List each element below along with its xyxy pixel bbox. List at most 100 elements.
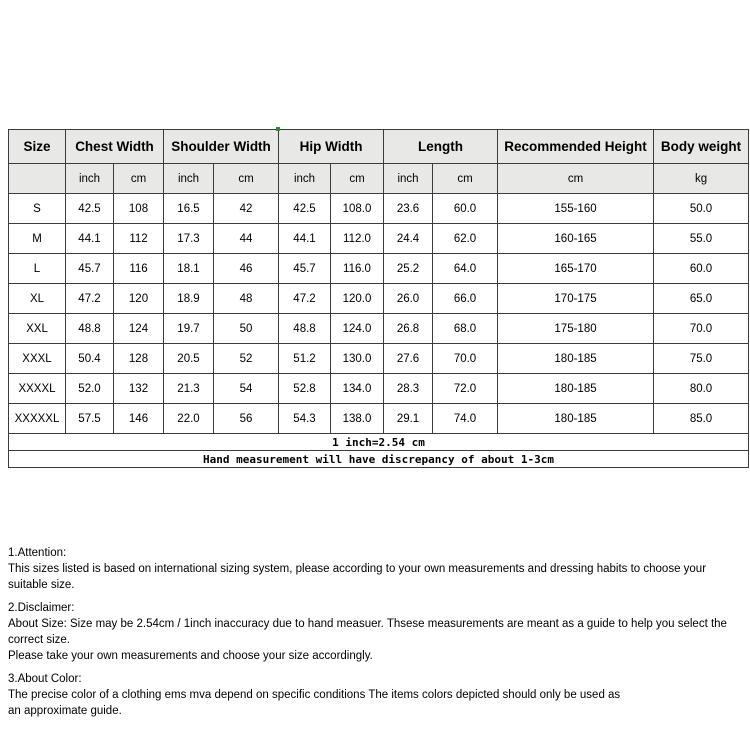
measurement-value-cell: 44.1 (65, 223, 114, 254)
note-line: an approximate guide. (8, 705, 122, 717)
measurement-value-cell: 75.0 (653, 343, 750, 374)
artifact-green-dot (276, 127, 280, 131)
measurement-value-cell: 85.0 (653, 403, 750, 434)
size-label-cell: XL (8, 283, 66, 314)
measurement-value-cell: 24.4 (383, 223, 434, 254)
measurement-value-cell: 70.0 (432, 343, 499, 374)
measurement-value-cell: 23.6 (383, 193, 434, 224)
note-heading: 2.Disclaimer: (8, 602, 75, 614)
size-chart-table: Size Chest Width Shoulder Width Hip Widt… (7, 129, 750, 468)
measurement-value-cell: 44 (213, 223, 279, 254)
size-row-s: S 42.5 108 16.5 42 42.5 108.0 23.6 60.0 155-160 50… (8, 193, 750, 224)
measurement-value-cell: 120 (113, 283, 164, 314)
size-row-l: L 45.7 116 18.1 46 45.7 116.0 25.2 64.0 165-170 60… (8, 253, 750, 284)
measurement-value-cell: 52 (213, 343, 279, 374)
col-header-size: Size (8, 129, 66, 164)
size-row-xxl: XXL 48.8 124 19.7 50 48.8 124.0 26.8 68.0 175-180… (8, 313, 750, 344)
measurement-value-cell: 54.3 (278, 403, 331, 434)
measurement-value-cell: 66.0 (432, 283, 499, 314)
col-header-length: Length (383, 129, 499, 164)
measurement-value-cell: 80.0 (653, 373, 750, 404)
subheader-unit-cell: cm (432, 163, 499, 194)
size-row-xxxxxl: XXXXXL 57.5 146 22.0 56 54.3 138.0 29.1 74.0 180-… (8, 403, 750, 434)
measurement-value-cell: 160-165 (497, 223, 655, 254)
note-section-3: 3.About Color: The precise color of a clo… (8, 671, 748, 719)
measurement-value-cell: 112.0 (329, 223, 385, 254)
measurement-value-cell: 18.9 (163, 283, 214, 314)
measurement-value-cell: 130.0 (329, 343, 385, 374)
measurement-value-cell: 175-180 (497, 313, 655, 344)
footnote-inch-conversion: 1 inch=2.54 cm (7, 433, 750, 451)
measurement-value-cell: 116.0 (329, 253, 385, 284)
measurement-value-cell: 17.3 (163, 223, 214, 254)
note-heading: 3.About Color: (8, 673, 82, 685)
measurement-value-cell: 21.3 (163, 373, 214, 404)
measurement-value-cell: 50.0 (653, 193, 750, 224)
size-label-cell: XXXXL (8, 373, 66, 404)
notes-section: 1.Attention: This sizes listed is based o… (8, 545, 748, 726)
measurement-value-cell: 72.0 (432, 373, 499, 404)
measurement-value-cell: 46 (213, 253, 279, 284)
measurement-value-cell: 112 (113, 223, 164, 254)
measurement-value-cell: 108.0 (329, 193, 385, 224)
note-line: Please take your own measurements and ch… (8, 650, 373, 662)
measurement-value-cell: 18.1 (163, 253, 214, 284)
measurement-value-cell: 54 (213, 373, 279, 404)
note-line: The precise color of a clothing ems mva … (8, 689, 621, 701)
measurement-value-cell: 116 (113, 253, 164, 284)
measurement-value-cell: 124 (113, 313, 164, 344)
measurement-value-cell: 22.0 (163, 403, 214, 434)
measurement-value-cell: 42.5 (65, 193, 114, 224)
col-header-hip-width: Hip Width (277, 129, 385, 164)
measurement-value-cell: 64.0 (432, 253, 499, 284)
measurement-value-cell: 120.0 (329, 283, 385, 314)
subheader-unit-cell: cm (329, 163, 385, 194)
measurement-value-cell: 27.6 (383, 343, 434, 374)
measurement-value-cell: 146 (113, 403, 164, 434)
measurement-value-cell: 48 (213, 283, 279, 314)
note-heading: 1.Attention: (8, 547, 67, 559)
measurement-value-cell: 29.1 (383, 403, 434, 434)
subheader-unit-cell: kg (653, 163, 750, 194)
subheader-unit-cell: inch (383, 163, 434, 194)
measurement-value-cell: 51.2 (278, 343, 331, 374)
subheader-empty-cell (8, 163, 66, 194)
size-label-cell: XXXXXL (8, 403, 66, 434)
measurement-value-cell: 48.8 (278, 313, 331, 344)
measurement-value-cell: 25.2 (383, 253, 434, 284)
size-label-cell: XXL (8, 313, 66, 344)
measurement-value-cell: 60.0 (432, 193, 499, 224)
col-header-chest-width: Chest Width (65, 129, 164, 164)
header-row: Size Chest Width Shoulder Width Hip Widt… (8, 129, 750, 164)
col-header-shoulder-width: Shoulder Width (163, 129, 279, 164)
measurement-value-cell: 42 (213, 193, 279, 224)
measurement-value-cell: 170-175 (497, 283, 655, 314)
size-row-xxxxl: XXXXL 52.0 132 21.3 54 52.8 134.0 28.3 72.0 180-1… (8, 373, 750, 404)
subheader-unit-cell: inch (65, 163, 114, 194)
subheader-unit-cell: cm (113, 163, 164, 194)
subheader-unit-cell: inch (163, 163, 214, 194)
size-label-cell: L (8, 253, 66, 284)
footnote-row: Hand measurement will have discrepancy o… (7, 450, 750, 468)
size-row-m: M 44.1 112 17.3 44 44.1 112.0 24.4 62.0 160-165 55… (8, 223, 750, 254)
measurement-value-cell: 180-185 (497, 373, 655, 404)
size-label-cell: XXXL (8, 343, 66, 374)
footnote-hand-measurement: Hand measurement will have discrepancy o… (7, 450, 750, 468)
size-row-xxxl: XXXL 50.4 128 20.5 52 51.2 130.0 27.6 70.0 180-18… (8, 343, 750, 374)
subheader-unit-cell: cm (497, 163, 655, 194)
subheader-unit-cell: cm (213, 163, 279, 194)
unit-subheader-row: inch cm inch cm inch cm inch cm cm kg (8, 163, 750, 194)
size-label-cell: S (8, 193, 66, 224)
measurement-value-cell: 16.5 (163, 193, 214, 224)
measurement-value-cell: 155-160 (497, 193, 655, 224)
measurement-value-cell: 50 (213, 313, 279, 344)
measurement-value-cell: 65.0 (653, 283, 750, 314)
measurement-value-cell: 165-170 (497, 253, 655, 284)
measurement-value-cell: 56 (213, 403, 279, 434)
size-label-cell: M (8, 223, 66, 254)
measurement-value-cell: 180-185 (497, 403, 655, 434)
measurement-value-cell: 52.8 (278, 373, 331, 404)
measurement-value-cell: 52.0 (65, 373, 114, 404)
measurement-value-cell: 45.7 (65, 253, 114, 284)
